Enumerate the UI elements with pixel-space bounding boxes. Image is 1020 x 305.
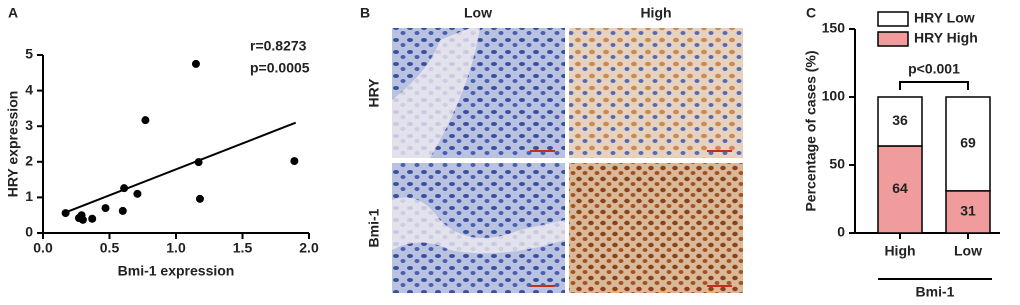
x-tick-label: Low [954,243,982,259]
y-tick-label: 1 [25,188,33,204]
x-tick-label: 2.0 [299,240,319,256]
bar-segment [945,190,991,234]
row-label: HRY [366,78,382,108]
point [133,189,142,198]
column-label: High [640,5,671,21]
point [194,158,203,167]
legend-label: HRY High [914,30,978,46]
micrographs [392,28,743,293]
annotation: r=0.8273 [250,38,307,54]
value-label: 64 [892,180,908,196]
y-tick-label: 0 [25,224,33,240]
value-label: 69 [960,135,976,151]
bar-segment [877,96,923,147]
micrograph [569,163,743,293]
point [120,184,129,193]
y-tick-label: 0 [837,224,845,240]
point [101,204,110,213]
row-label: Bmi-1 [366,208,382,247]
legend-label: HRY Low [914,10,975,26]
significance-bracket [899,81,969,90]
y-tick-label: 2 [25,153,33,169]
y-tick-label: 3 [25,117,33,133]
x-tick-label: 1.5 [233,240,253,256]
x-tick-label: 0.0 [33,240,53,256]
stroma [392,28,480,158]
y-axis-label: Percentage of cases (%) [803,50,819,211]
x-tick-label: High [884,243,915,259]
y-tick-label: 100 [822,88,846,104]
micrograph [569,28,743,158]
column-label: Low [464,5,492,21]
y-tick-label: 5 [25,46,33,62]
bar-segment [945,96,991,192]
point [141,116,150,125]
value-label: 36 [892,112,908,128]
panel-label: C [806,5,816,21]
x-tick-label: 0.5 [100,240,120,256]
x-axis-label: Bmi-1 [916,284,955,300]
y-tick-label: 4 [25,81,33,97]
point [118,206,127,215]
x-tick-label: 1.0 [166,240,186,256]
point [78,215,87,224]
point [195,194,204,203]
point [191,59,200,68]
point [61,209,70,218]
legend-swatch [877,11,909,27]
y-axis-label: HRY expression [5,91,21,198]
legend-swatch [877,31,909,47]
y-tick-label: 150 [822,20,846,36]
y-tick-label: 50 [829,156,845,172]
point [290,157,299,166]
panel-label: B [360,5,370,21]
trendline [62,121,297,215]
annotation: p=0.0005 [250,60,310,76]
x-axis-label: Bmi-1 expression [118,263,235,279]
panel-label: A [8,5,18,21]
stroma [392,197,565,254]
annotation: p<0.001 [908,61,960,77]
value-label: 31 [960,203,976,219]
point [88,214,97,223]
